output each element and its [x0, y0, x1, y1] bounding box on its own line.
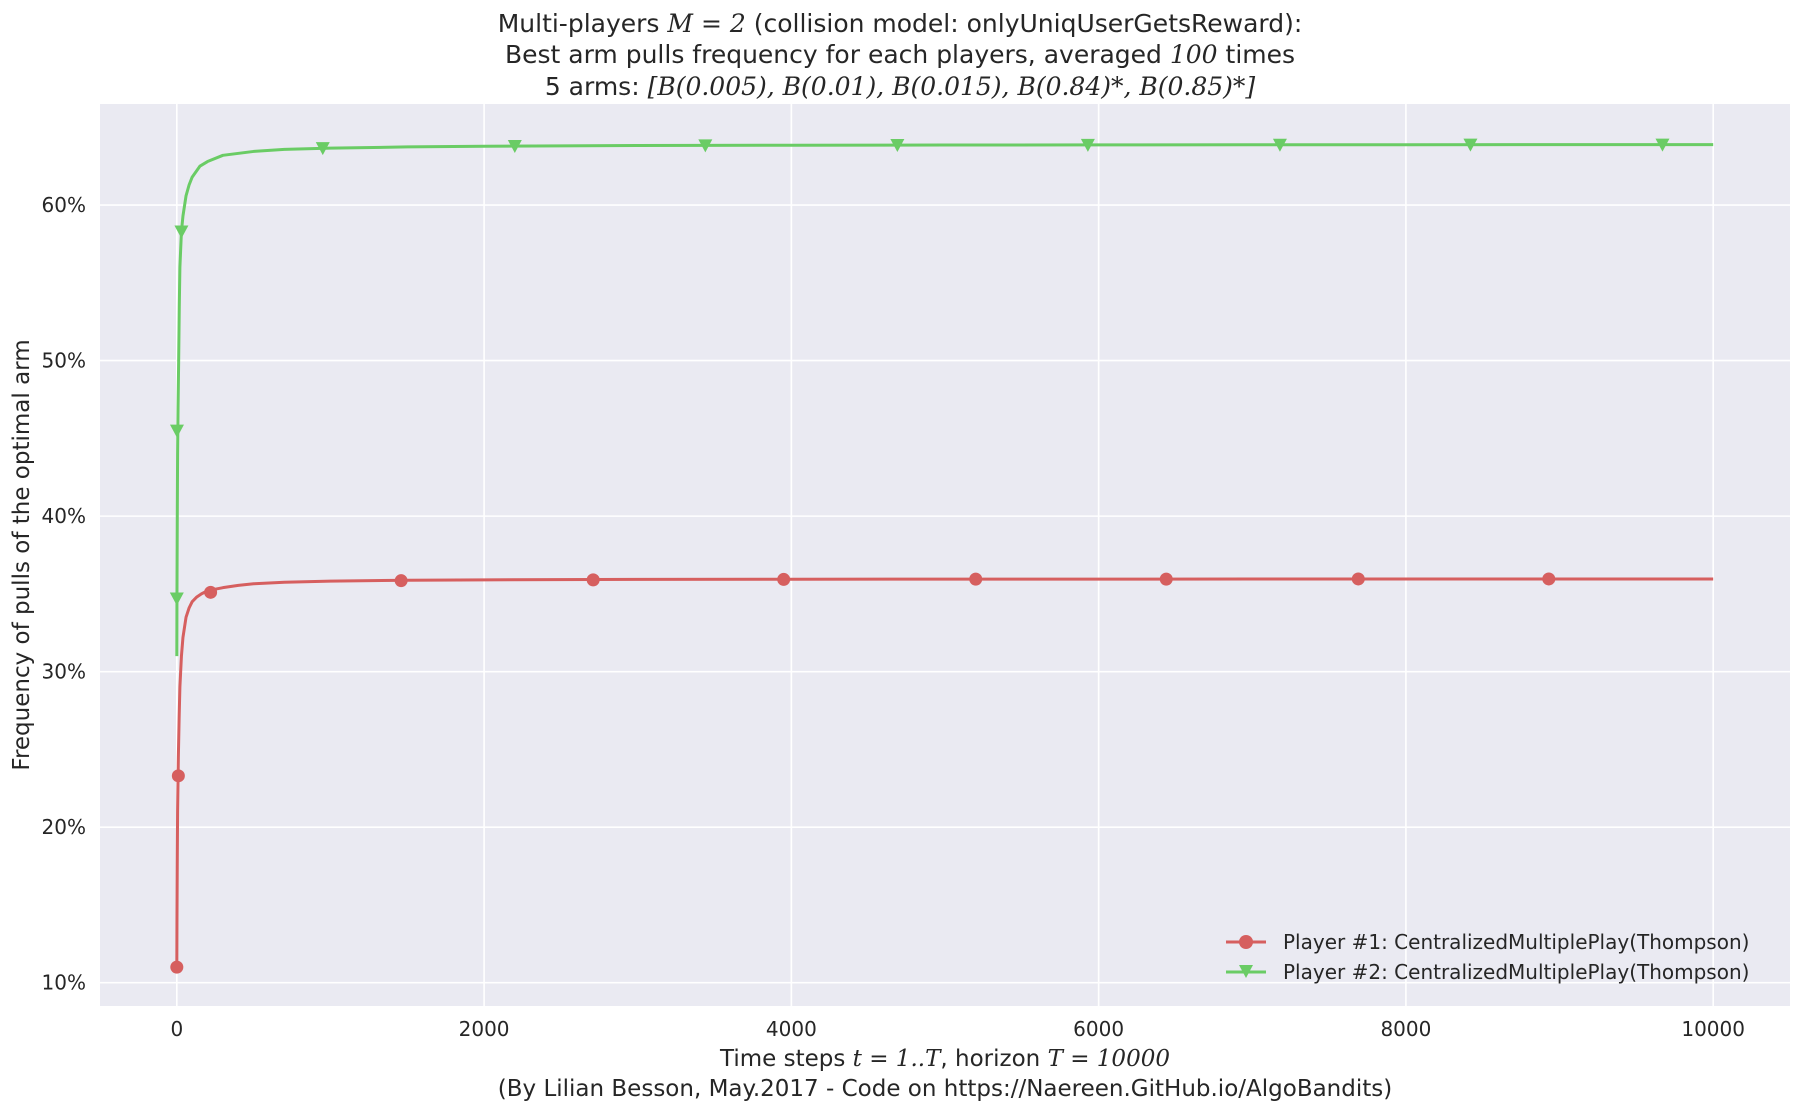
- x-tick-label: 6000: [1073, 1017, 1124, 1041]
- data-point-player-1: [969, 572, 983, 586]
- y-axis-label: Frequency of pulls of the optimal arm: [9, 339, 35, 770]
- y-tick-label: 40%: [42, 504, 86, 528]
- data-point-player-1: [1542, 572, 1556, 586]
- x-tick-label: 10000: [1681, 1017, 1745, 1041]
- data-point-player-2: [890, 139, 905, 153]
- data-point-player-1: [1351, 572, 1365, 586]
- x-tick-label: 0: [170, 1017, 183, 1041]
- title-line-3: 5 arms: [B(0.005), B(0.01), B(0.015), B(…: [545, 72, 1256, 101]
- y-tick-label: 60%: [42, 193, 86, 217]
- legend-label-player-1: Player #1: CentralizedMultiplePlay(Thomp…: [1283, 930, 1749, 954]
- y-tick-label: 20%: [42, 815, 86, 839]
- y-axis-ticks: 10% 20% 30% 40% 50% 60%: [42, 193, 86, 995]
- data-point-player-2: [1080, 138, 1095, 152]
- data-point-player-2: [169, 424, 184, 438]
- data-point-player-2: [174, 225, 189, 239]
- legend-entry-player-1: Player #1: CentralizedMultiplePlay(Thomp…: [1226, 930, 1749, 954]
- y-tick-label: 10%: [42, 971, 86, 995]
- title-line-2: Best arm pulls frequency for each player…: [505, 40, 1295, 69]
- data-point-player-2: [169, 592, 184, 606]
- series-layer: [169, 138, 1714, 974]
- x-tick-label: 2000: [459, 1017, 510, 1041]
- x-axis-label: Time steps t = 1..T, horizon T = 10000: [719, 1046, 1170, 1072]
- plot-area: [100, 104, 1790, 1006]
- data-point-player-2: [1272, 138, 1287, 152]
- series-player-1: [170, 572, 1714, 974]
- legend: Player #1: CentralizedMultiplePlay(Thomp…: [1226, 930, 1749, 984]
- data-point-player-1: [394, 574, 408, 588]
- y-tick-label: 30%: [42, 660, 86, 684]
- x-tick-label: 4000: [766, 1017, 817, 1041]
- data-point-player-2: [1463, 138, 1478, 152]
- chart-caption: (By Lilian Besson, May.2017 - Code on ht…: [498, 1076, 1392, 1102]
- data-point-player-2: [698, 139, 713, 153]
- legend-marker-player-1: [1239, 935, 1253, 949]
- data-point-player-2: [1655, 138, 1670, 152]
- grid: [100, 104, 1790, 1006]
- data-point-player-1: [171, 769, 185, 783]
- data-point-player-2: [507, 139, 522, 153]
- legend-entry-player-2: Player #2: CentralizedMultiplePlay(Thomp…: [1226, 960, 1749, 984]
- series-line-player-2: [175, 143, 1714, 657]
- chart-title: Multi-players M = 2 (collision model: on…: [498, 9, 1303, 101]
- legend-marker-player-2: [1239, 965, 1253, 978]
- data-point-player-1: [586, 573, 600, 587]
- x-tick-label: 8000: [1380, 1017, 1431, 1041]
- data-point-player-1: [170, 960, 184, 974]
- y-tick-label: 50%: [42, 349, 86, 373]
- series-player-2: [169, 138, 1714, 657]
- data-point-player-2: [315, 142, 330, 156]
- data-point-player-1: [204, 585, 218, 599]
- legend-label-player-2: Player #2: CentralizedMultiplePlay(Thomp…: [1283, 960, 1749, 984]
- data-point-player-1: [777, 572, 791, 586]
- title-line-1: Multi-players M = 2 (collision model: on…: [498, 9, 1303, 38]
- x-axis-ticks: 0 2000 4000 6000 8000 10000: [170, 1017, 1745, 1041]
- data-point-player-1: [1159, 572, 1173, 586]
